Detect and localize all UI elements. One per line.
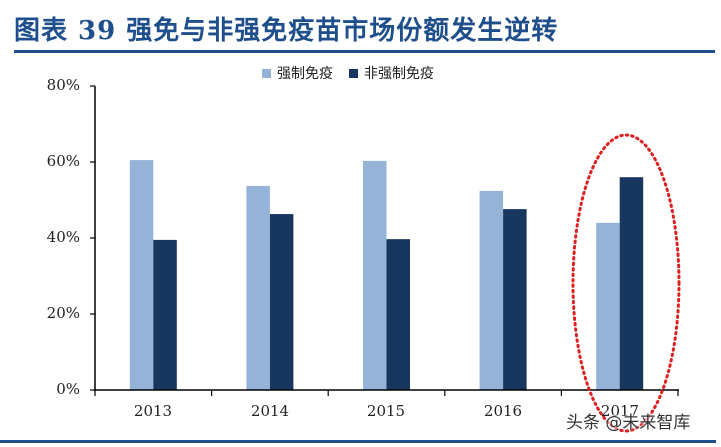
bar-2017-mandatory (596, 222, 620, 390)
y-tick-60: 60% (46, 152, 80, 170)
highlight-ellipse (571, 133, 681, 433)
bar-2013-mandatory (129, 160, 154, 390)
bars-group (129, 160, 644, 390)
y-tick-80: 80% (46, 76, 80, 94)
chart-title: 图表 39 强免与非强免疫苗市场份额发生逆转 (14, 16, 559, 46)
bar-2016-non-mandatory (503, 209, 527, 390)
axis-ticks (90, 85, 679, 396)
x-tick-2016: 2016 (483, 402, 523, 420)
legend-item-mandatory: 强制免疫 (262, 63, 333, 83)
legend-swatch-mandatory (262, 68, 271, 78)
chart-legend: 强制免疫 非强制免疫 (262, 63, 450, 83)
x-tick-2014: 2014 (250, 402, 290, 420)
bar-2016-mandatory (479, 190, 504, 390)
legend-swatch-non-mandatory (349, 68, 358, 78)
bar-2013-non-mandatory (153, 239, 177, 390)
legend-label-non-mandatory: 非强制免疫 (364, 66, 434, 82)
x-tick-2015: 2015 (366, 402, 406, 420)
y-tick-20: 20% (46, 304, 80, 322)
y-tick-0: 0% (56, 380, 80, 398)
x-tick-2017: 2017 (600, 402, 640, 420)
bottom-divider (0, 440, 716, 443)
bar-2014-mandatory (246, 185, 270, 390)
bar-2017-non-mandatory (619, 177, 644, 390)
bar-2015-non-mandatory (386, 239, 410, 390)
x-tick-2013: 2013 (133, 402, 173, 420)
legend-item-non-mandatory: 非强制免疫 (349, 63, 434, 83)
legend-label-mandatory: 强制免疫 (277, 66, 333, 82)
title-divider (14, 50, 715, 53)
bar-2015-mandatory (363, 160, 387, 390)
watermark: 头条 @未来智库 (566, 413, 691, 433)
y-tick-40: 40% (46, 228, 80, 246)
bar-2014-non-mandatory (269, 214, 294, 390)
